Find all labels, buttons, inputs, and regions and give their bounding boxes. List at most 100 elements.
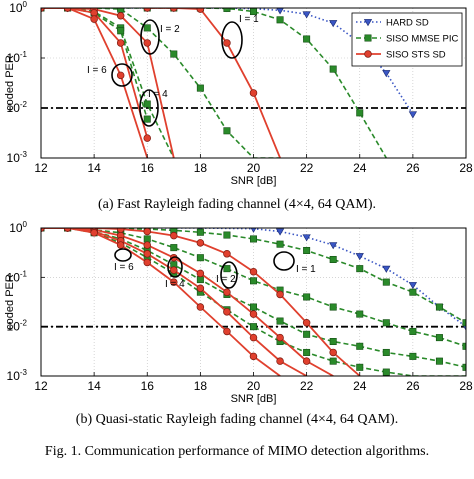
data-point-sts — [143, 241, 152, 249]
data-point-mmse — [329, 303, 337, 311]
annotation-label: I = 2 — [216, 274, 236, 285]
data-point-sts — [196, 269, 205, 278]
annotation-label: I = 4 — [165, 279, 185, 290]
data-point-sts — [223, 308, 231, 316]
data-point-sts — [143, 258, 152, 267]
data-point-mmse — [250, 277, 258, 285]
data-point-hard — [329, 242, 338, 250]
data-point-sts — [41, 8, 45, 12]
y-tick-base: 10 — [7, 270, 21, 284]
data-point-mmse — [143, 115, 151, 123]
data-point-hard — [408, 111, 417, 119]
y-tick-exp: 0 — [23, 220, 28, 229]
data-point-sts — [276, 357, 284, 365]
data-point-sts — [196, 8, 205, 13]
x-axis-label: SNR [dB] — [231, 175, 277, 187]
data-point-mmse — [250, 303, 258, 311]
annotation-ellipse — [221, 21, 243, 59]
data-point-sts — [143, 134, 152, 142]
data-point-sts — [170, 8, 178, 12]
data-point-mmse — [196, 228, 204, 236]
series-line-mmse — [41, 8, 149, 120]
data-point-sts — [90, 9, 98, 17]
y-axis-label: coded PER — [4, 274, 16, 330]
annotation-label: I = 6 — [87, 65, 107, 76]
data-point-sts — [249, 89, 258, 97]
series-line-mmse — [94, 8, 387, 158]
x-tick-label: 18 — [194, 379, 208, 393]
y-tick-label: 100 — [9, 0, 27, 15]
x-tick-label: 16 — [141, 379, 155, 393]
data-point-mmse — [196, 276, 204, 284]
data-point-mmse — [303, 35, 311, 43]
series-group — [41, 228, 466, 376]
data-point-hard — [355, 253, 364, 261]
data-point-mmse — [382, 319, 390, 327]
data-point-sts — [276, 333, 284, 342]
data-point-mmse — [303, 330, 311, 338]
legend-marker-mmse — [364, 34, 372, 42]
data-point-mmse — [143, 235, 151, 243]
data-point-sts — [249, 310, 258, 318]
data-point-sts — [196, 284, 205, 293]
data-point-mmse — [329, 255, 337, 263]
figure-caption: Fig. 1. Communication performance of MIM… — [45, 444, 429, 459]
x-tick-label: 22 — [300, 161, 314, 175]
data-point-mmse — [250, 323, 258, 331]
data-point-mmse — [356, 363, 364, 371]
y-tick-exp: -1 — [20, 50, 28, 59]
y-tick-label: 10-3 — [7, 150, 28, 165]
data-point-hard — [302, 234, 311, 242]
data-point-mmse — [329, 338, 337, 346]
data-point-mmse — [435, 357, 443, 365]
series-line-sts — [41, 228, 281, 376]
x-tick-label: 20 — [247, 379, 261, 393]
data-point-mmse — [250, 235, 258, 243]
data-point-mmse — [356, 342, 364, 350]
x-tick-label: 26 — [406, 379, 420, 393]
data-point-mmse — [356, 310, 364, 318]
data-point-sts — [223, 288, 231, 296]
series-line-mmse — [41, 228, 466, 376]
data-point-sts — [143, 8, 151, 12]
series-line-mmse — [41, 8, 175, 158]
annotation-ellipse — [111, 63, 133, 87]
data-point-mmse — [329, 357, 337, 365]
data-point-sts — [223, 250, 231, 258]
data-point-hard — [382, 265, 391, 273]
series-line-sts — [41, 8, 175, 158]
series-group — [41, 8, 417, 158]
data-point-sts — [223, 39, 231, 47]
data-point-hard — [408, 282, 417, 290]
annotation-label: I = 6 — [114, 262, 134, 273]
data-point-sts — [116, 11, 125, 20]
data-point-mmse — [303, 293, 311, 301]
data-point-mmse — [303, 348, 311, 356]
data-point-sts — [116, 228, 125, 233]
data-point-sts — [116, 241, 125, 249]
y-tick-base: 10 — [7, 369, 21, 383]
data-point-sts — [276, 290, 284, 299]
data-point-sts — [223, 327, 231, 336]
data-point-hard — [275, 228, 285, 236]
data-point-sts — [143, 250, 152, 258]
legend-label: SISO MMSE PIC — [386, 34, 458, 45]
x-tick-label: 14 — [87, 379, 101, 393]
x-tick-label: 28 — [459, 379, 473, 393]
legend-label: SISO STS SD — [386, 50, 446, 61]
data-point-hard — [276, 8, 284, 15]
data-point-mmse — [382, 368, 390, 376]
data-point-hard — [302, 11, 311, 19]
annotation-label: I = 2 — [160, 24, 180, 35]
y-tick-label: 10-2 — [7, 100, 28, 115]
series-line-mmse — [41, 228, 466, 369]
y-tick-exp: 0 — [23, 0, 28, 9]
data-point-sts — [170, 231, 178, 240]
subcaption-a: (a) Fast Rayleigh fading channel (4×4, 6… — [98, 197, 376, 212]
data-point-mmse — [435, 303, 443, 311]
data-point-sts — [170, 278, 178, 286]
annotation-label: I = 1 — [296, 264, 316, 275]
